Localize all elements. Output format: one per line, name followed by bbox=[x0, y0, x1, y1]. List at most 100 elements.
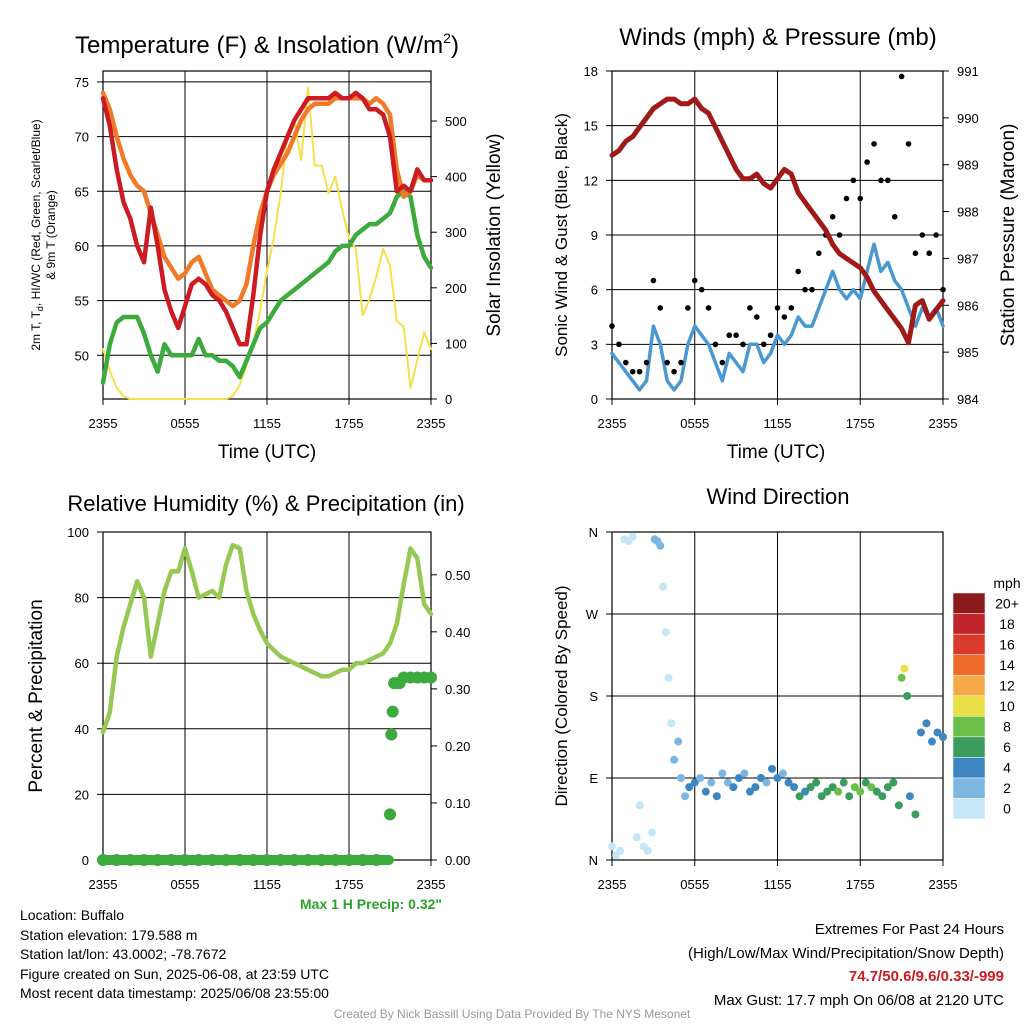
dir-point bbox=[872, 787, 881, 796]
dir-xtick-label: 0555 bbox=[680, 877, 709, 892]
temp-xtick-label: 2355 bbox=[417, 416, 446, 431]
dir-point bbox=[845, 792, 854, 801]
dir-point bbox=[790, 783, 799, 792]
colorbar-label: 12 bbox=[999, 677, 1015, 693]
wind-gust-point bbox=[609, 323, 615, 329]
temp-xtick-label: 1755 bbox=[335, 416, 364, 431]
dir-point bbox=[661, 628, 670, 637]
temp-y2label: Solar Insolation (Yellow) bbox=[484, 133, 505, 336]
dir-point bbox=[676, 774, 685, 782]
wind-gust-point bbox=[857, 195, 864, 202]
wind-xtick-label: 2355 bbox=[929, 416, 958, 431]
wind-gust-point bbox=[636, 368, 643, 375]
temp-y2tick-label: 0 bbox=[445, 392, 452, 407]
rh-y2tick-label: 0.30 bbox=[445, 682, 470, 697]
dir-ytick-label: N bbox=[589, 525, 598, 540]
wind-gust-point bbox=[864, 159, 870, 165]
colorbar-label: 10 bbox=[999, 698, 1015, 714]
dir-point bbox=[939, 733, 947, 741]
colorbar-label: 0 bbox=[1003, 801, 1011, 817]
colorbar-label: 16 bbox=[999, 636, 1015, 652]
temp-xtick-label: 2355 bbox=[89, 416, 118, 431]
rh-ytick-label: 40 bbox=[75, 722, 89, 737]
wind-y2tick-label: 985 bbox=[957, 345, 979, 360]
dir-point bbox=[659, 582, 668, 591]
temp-xtick-label: 0555 bbox=[171, 416, 200, 431]
wind-gust-point bbox=[657, 305, 664, 311]
dir-ytick-label: S bbox=[589, 689, 598, 704]
colorbar-label: 4 bbox=[1003, 760, 1011, 776]
dir-point bbox=[718, 769, 727, 778]
wind-gust-point bbox=[885, 177, 891, 184]
extremes-values: 74.7/50.6/9.6/0.33/-999 bbox=[848, 968, 1004, 985]
dir-point bbox=[878, 792, 887, 801]
wind-gust-point bbox=[733, 332, 739, 339]
temp-ytick-label: 55 bbox=[75, 294, 89, 309]
temp-ytick-label: 60 bbox=[75, 239, 89, 254]
station-info-line: Station elevation: 179.588 m bbox=[20, 926, 198, 943]
rh-ytick-label: 80 bbox=[75, 591, 89, 606]
wind-ytick-label: 18 bbox=[584, 64, 598, 79]
wind-gust-point bbox=[795, 268, 801, 275]
dir-point bbox=[667, 719, 676, 728]
temp-series-insolation bbox=[102, 86, 432, 400]
wind-gust-point bbox=[878, 177, 884, 184]
wind-gust-point bbox=[726, 332, 733, 339]
wind-gust-point bbox=[678, 359, 684, 366]
dir-point bbox=[740, 769, 749, 778]
dir-point bbox=[674, 737, 683, 746]
dir-point bbox=[828, 783, 837, 792]
colorbar-swatch bbox=[952, 592, 986, 614]
wind-gust-point bbox=[760, 341, 767, 348]
wind-ytick-label: 6 bbox=[591, 283, 598, 298]
wind-xtick-label: 1755 bbox=[846, 416, 875, 431]
dir-point bbox=[681, 792, 690, 801]
wind-gust-point bbox=[850, 177, 857, 184]
wind-gust-point bbox=[781, 314, 788, 320]
dir-point bbox=[608, 842, 616, 851]
colorbar-label: 8 bbox=[1003, 719, 1011, 735]
dir-point bbox=[850, 783, 859, 792]
colorbar-swatch bbox=[952, 736, 986, 758]
wind-gust-point bbox=[664, 359, 670, 366]
wind-gust-point bbox=[891, 213, 898, 220]
rh-xtick-label: 1155 bbox=[253, 877, 281, 892]
dir-point bbox=[883, 783, 892, 792]
wind-gust-point bbox=[809, 286, 815, 293]
wind-xtick-label: 2355 bbox=[598, 416, 627, 431]
wind-gust-point bbox=[747, 305, 753, 311]
wind-y2tick-label: 988 bbox=[957, 205, 979, 220]
extremes-title: Extremes For Past 24 Hours bbox=[814, 921, 1004, 938]
dir-point bbox=[839, 778, 848, 787]
dir-point bbox=[894, 801, 903, 810]
dir-point bbox=[616, 846, 625, 855]
dir-point bbox=[806, 783, 815, 792]
rh-precip-point bbox=[425, 671, 437, 684]
wind-plot-frame bbox=[611, 70, 944, 400]
wind-gust-point bbox=[671, 368, 677, 375]
colorbar-label: 6 bbox=[1003, 739, 1011, 755]
dir-point bbox=[745, 787, 754, 796]
wind-gust-point bbox=[919, 232, 926, 238]
wind-xtick-label: 0555 bbox=[680, 416, 709, 431]
wind-y2tick-label: 990 bbox=[957, 111, 979, 126]
wind-y2tick-label: 984 bbox=[957, 392, 979, 407]
rh-precip-point bbox=[385, 728, 398, 741]
dir-point bbox=[685, 783, 694, 792]
dir-point bbox=[867, 783, 876, 792]
wind-gust-point bbox=[691, 277, 698, 284]
rh-y2tick-label: 0.20 bbox=[445, 739, 470, 754]
temp-y2tick-label: 500 bbox=[445, 114, 467, 129]
wind-gust-point bbox=[698, 286, 705, 293]
dir-point bbox=[656, 541, 665, 550]
colorbar-swatch bbox=[952, 757, 986, 779]
colorbar-label: 2 bbox=[1003, 780, 1011, 796]
max-precip-note: Max 1 H Precip: 0.32" bbox=[300, 896, 443, 912]
station-info-line: Most recent data timestamp: 2025/06/08 2… bbox=[20, 985, 329, 1001]
wind-gust-point bbox=[871, 141, 877, 147]
dir-ytick-label: N bbox=[589, 853, 598, 868]
dir-grid bbox=[606, 531, 944, 866]
dir-point bbox=[922, 719, 931, 728]
rh-y2tick-label: 0.50 bbox=[445, 568, 470, 583]
dir-point bbox=[903, 692, 912, 700]
